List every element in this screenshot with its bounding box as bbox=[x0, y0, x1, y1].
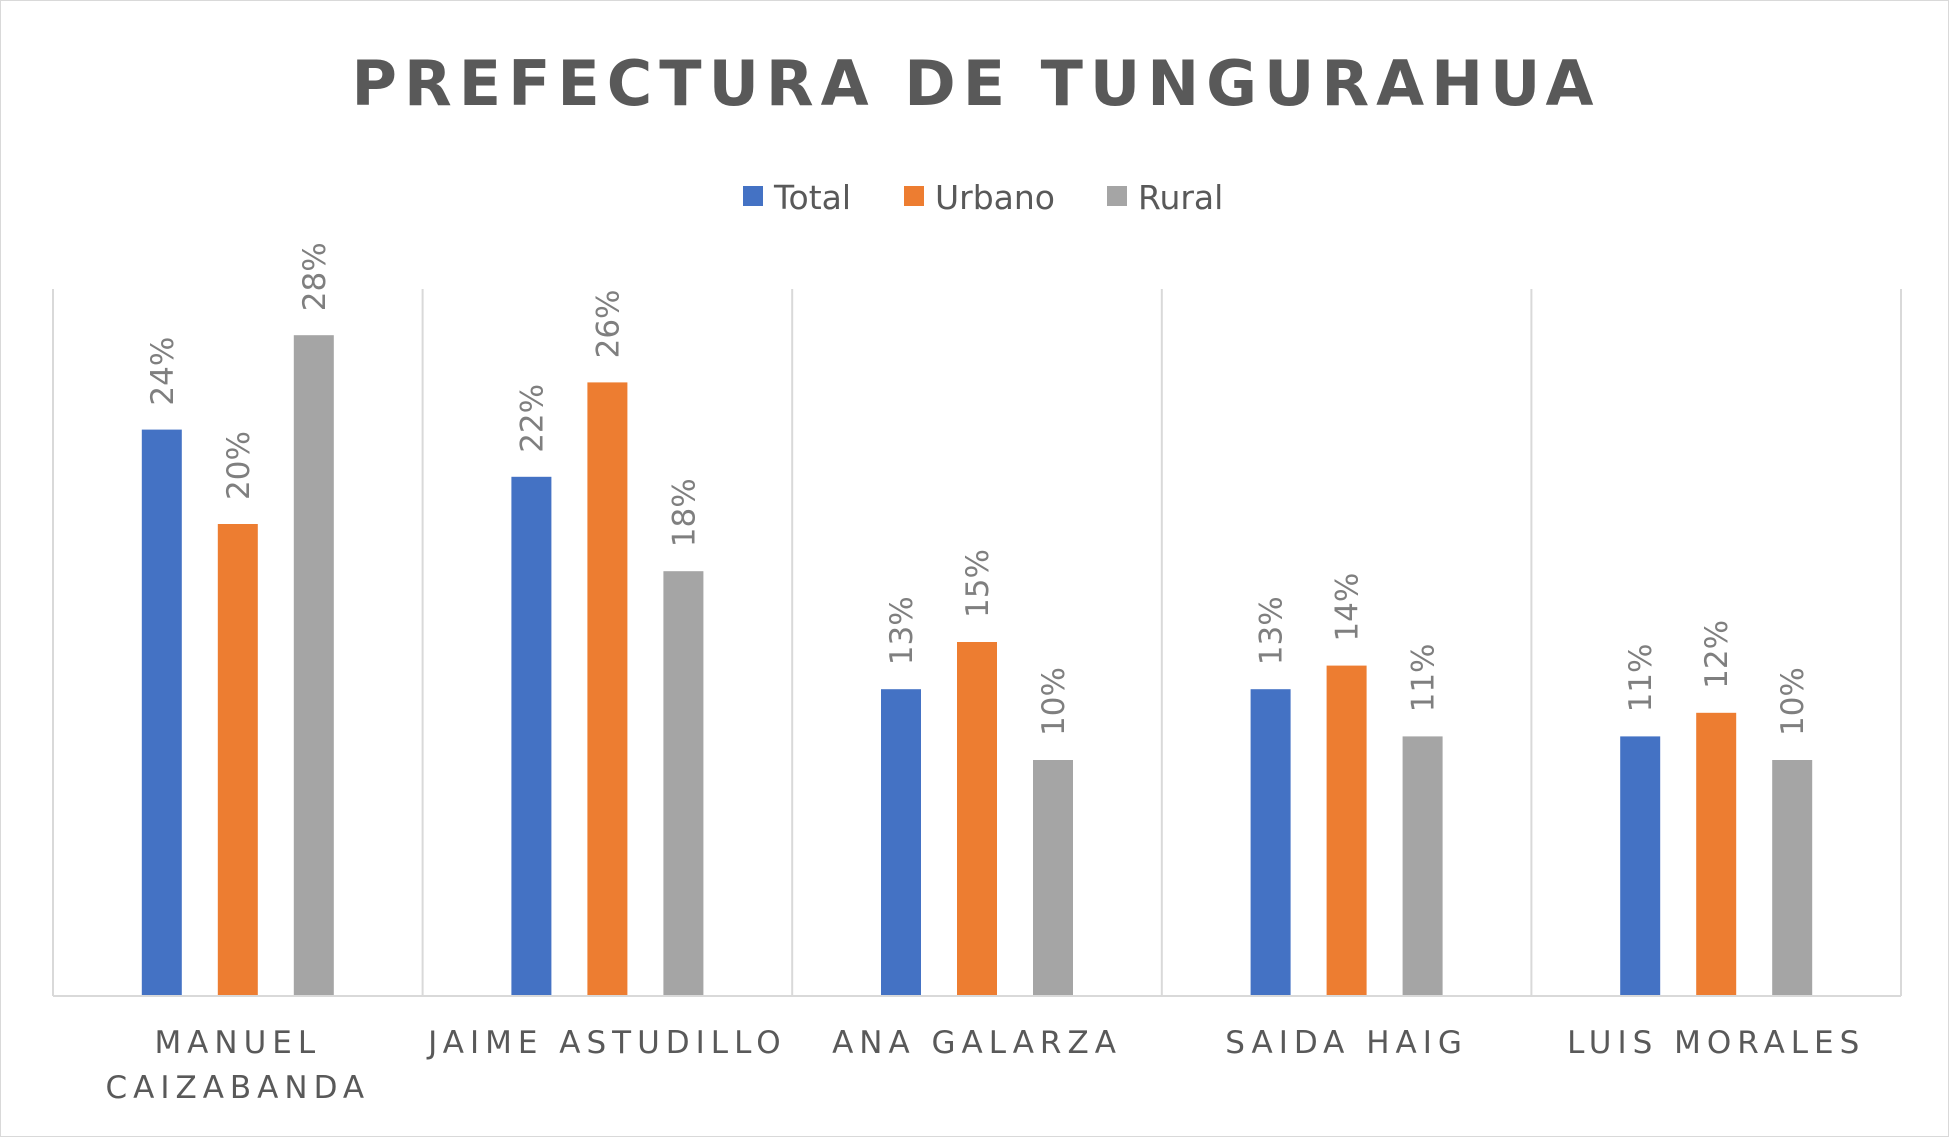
legend-label-rural: Rural bbox=[1138, 178, 1223, 217]
x-tick-label: ANA GALARZA bbox=[832, 1025, 1122, 1061]
data-label: 10% bbox=[1036, 667, 1072, 736]
bar-rural bbox=[1772, 760, 1813, 996]
data-label: 15% bbox=[960, 549, 996, 618]
data-label: 28% bbox=[297, 242, 333, 311]
data-label: 18% bbox=[666, 478, 702, 547]
data-label: 20% bbox=[221, 431, 257, 500]
data-label: 12% bbox=[1699, 620, 1735, 689]
category-separators bbox=[52, 289, 1902, 996]
data-labels: 24% 20% 28% 22% 26% 18% 13% 15% 10% 13% 14% 11% 11% 1… bbox=[145, 242, 1811, 736]
bar-urbano bbox=[1326, 665, 1367, 996]
data-label: 22% bbox=[514, 384, 550, 453]
bar-urbano bbox=[957, 642, 997, 996]
bar-urbano bbox=[1696, 712, 1737, 996]
data-label: 13% bbox=[1254, 596, 1290, 665]
x-tick-label: SAIDA HAIG bbox=[1225, 1025, 1468, 1061]
data-label: 13% bbox=[884, 596, 920, 665]
legend-swatch-rural bbox=[1107, 186, 1127, 206]
data-label: 24% bbox=[145, 337, 181, 406]
x-tick-label: CAIZABANDA bbox=[105, 1070, 370, 1106]
bar-rural bbox=[1402, 736, 1443, 996]
data-label: 10% bbox=[1775, 667, 1811, 736]
bar-total bbox=[1620, 736, 1661, 996]
legend-swatch-urbano bbox=[904, 186, 924, 206]
data-label: 26% bbox=[590, 289, 626, 358]
bar-total bbox=[881, 689, 921, 996]
bar-total bbox=[1250, 689, 1291, 996]
bar-total bbox=[511, 476, 552, 996]
bar-urbano bbox=[217, 524, 258, 996]
legend: Total Urbano Rural bbox=[743, 178, 1223, 217]
x-tick-label: LUIS MORALES bbox=[1567, 1025, 1865, 1061]
x-tick-label: JAIME ASTUDILLO bbox=[426, 1025, 787, 1061]
data-label: 11% bbox=[1623, 643, 1659, 712]
data-label: 11% bbox=[1406, 643, 1442, 712]
bars bbox=[141, 335, 1813, 997]
data-label: 14% bbox=[1330, 573, 1366, 642]
x-axis: MANUEL CAIZABANDA JAIME ASTUDILLO ANA GALAR… bbox=[53, 995, 1901, 1106]
bar-rural bbox=[1033, 760, 1073, 996]
legend-label-urbano: Urbano bbox=[935, 178, 1055, 217]
bar-rural bbox=[293, 335, 334, 996]
legend-swatch-total bbox=[743, 186, 763, 206]
bar-urbano bbox=[587, 382, 628, 996]
bar-total bbox=[141, 429, 182, 997]
chart-title: PREFECTURA DE TUNGURAHUA bbox=[352, 47, 1601, 120]
bar-rural bbox=[663, 571, 704, 996]
x-tick-label: MANUEL bbox=[154, 1025, 321, 1061]
legend-label-total: Total bbox=[773, 178, 851, 217]
